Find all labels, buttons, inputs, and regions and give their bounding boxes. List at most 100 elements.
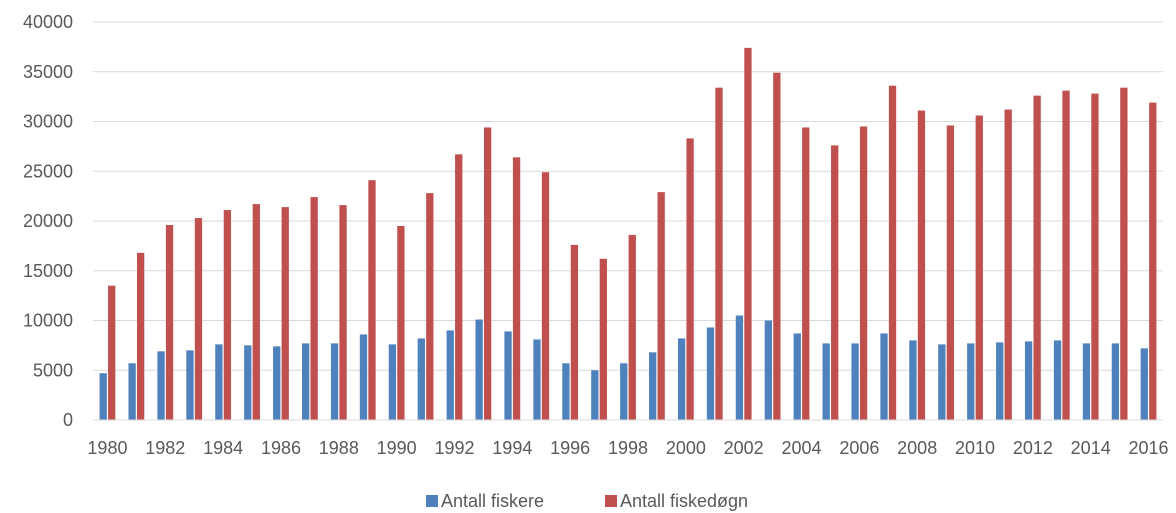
bar-antall-fiskedogn: [1004, 109, 1012, 420]
bar-antall-fiskere: [1111, 343, 1120, 420]
bar-antall-fiskere: [1053, 340, 1062, 420]
bar-antall-fiskedogn: [917, 110, 926, 421]
bar-antall-fiskedogn: [831, 145, 839, 420]
y-tick-label: 5000: [33, 360, 73, 380]
bar-antall-fiskere: [128, 363, 136, 420]
bar-antall-fiskedogn: [599, 258, 607, 420]
x-tick-label: 2000: [666, 438, 706, 458]
bar-antall-fiskedogn: [1149, 102, 1157, 420]
bar-antall-fiskere: [822, 343, 830, 420]
bar-antall-fiskere: [735, 315, 744, 420]
bar-antall-fiskedogn: [975, 115, 983, 420]
x-tick-label: 1992: [434, 438, 474, 458]
x-tick-label: 1994: [492, 438, 532, 458]
bar-antall-fiskere: [330, 343, 339, 420]
x-tick-label: 2006: [839, 438, 879, 458]
bar-antall-fiskedogn: [368, 180, 376, 420]
x-tick-label: 2008: [897, 438, 937, 458]
x-tick-label: 2010: [955, 438, 995, 458]
bar-antall-fiskere: [446, 330, 454, 420]
bar-antall-fiskere: [215, 344, 223, 420]
bar-antall-fiskere: [938, 344, 946, 420]
x-tick-label: 1980: [87, 438, 127, 458]
x-tick-label: 1984: [203, 438, 243, 458]
x-tick-label: 1982: [145, 438, 185, 458]
bar-antall-fiskere: [186, 350, 194, 420]
x-tick-label: 1986: [261, 438, 301, 458]
bar-antall-fiskedogn: [628, 234, 636, 420]
y-tick-label: 15000: [23, 261, 73, 281]
y-tick-label: 10000: [23, 311, 73, 331]
legend-label: Antall fiskedøgn: [620, 491, 748, 511]
y-axis-tick-labels: 0 5000 10000 15000 20000 25000 30000 35000 40000: [23, 12, 73, 430]
bar-antall-fiskedogn: [223, 210, 232, 420]
bar-antall-fiskedogn: [136, 252, 145, 420]
bar-antall-fiskere: [706, 327, 715, 420]
x-tick-label: 1996: [550, 438, 590, 458]
y-tick-label: 40000: [23, 12, 73, 32]
bar-antall-fiskere: [157, 351, 165, 420]
x-tick-label: 1990: [377, 438, 417, 458]
bar-antall-fiskere: [417, 338, 425, 420]
bar-antall-fiskere: [649, 352, 657, 420]
bar-antall-fiskedogn: [773, 72, 781, 421]
gridlines: [93, 21, 1163, 371]
bar-antall-fiskere: [677, 338, 686, 420]
bar-antall-fiskere: [851, 343, 859, 420]
legend: Antall fiskere Antall fiskedøgn: [426, 491, 748, 511]
x-tick-label: 2012: [1013, 438, 1053, 458]
bar-antall-fiskedogn: [1033, 95, 1041, 420]
bar-antall-fiskere: [273, 346, 281, 420]
bar-antall-fiskedogn: [194, 218, 203, 420]
bar-antall-fiskedogn: [859, 126, 868, 420]
x-tick-label: 2004: [781, 438, 821, 458]
bar-antall-fiskedogn: [1120, 87, 1128, 421]
bar-antall-fiskedogn: [108, 285, 116, 420]
bar-antall-fiskere: [996, 342, 1004, 420]
bar-antall-fiskere: [880, 333, 888, 420]
bar-antall-fiskere: [533, 339, 541, 420]
bar-antall-fiskere: [591, 370, 599, 420]
y-tick-label: 35000: [23, 62, 73, 82]
bar-antall-fiskedogn: [512, 157, 521, 420]
x-axis-tick-labels: 1980 1982 1984 1986 1988 1990 1992 1994 1996 1998…: [87, 438, 1168, 458]
legend-label: Antall fiskere: [441, 491, 544, 511]
bar-antall-fiskedogn: [252, 204, 260, 420]
x-tick-label: 1988: [319, 438, 359, 458]
bar-antall-fiskere: [764, 320, 772, 420]
bar-antall-fiskedogn: [657, 192, 665, 420]
x-tick-label: 1998: [608, 438, 648, 458]
x-tick-label: 2002: [724, 438, 764, 458]
y-tick-label: 25000: [23, 161, 73, 181]
bar-antall-fiskedogn: [686, 138, 694, 421]
bar-antall-fiskere: [1024, 341, 1033, 420]
y-tick-label: 30000: [23, 112, 73, 132]
bar-antall-fiskere: [359, 334, 368, 420]
bar-antall-fiskedogn: [426, 193, 434, 420]
bar-antall-fiskedogn: [1091, 93, 1099, 420]
bar-antall-fiskere: [1082, 343, 1091, 420]
y-tick-label: 20000: [23, 211, 73, 231]
bar-antall-fiskedogn: [310, 197, 318, 420]
bar-antall-fiskere: [909, 340, 917, 420]
bar-antall-fiskere: [1140, 348, 1148, 420]
y-tick-label: 0: [63, 410, 73, 430]
bar-antall-fiskere: [967, 343, 975, 420]
bar-antall-fiskedogn: [397, 225, 405, 420]
bar-antall-fiskere: [475, 319, 483, 420]
bar-antall-fiskedogn: [1062, 90, 1070, 420]
bar-antall-fiskere: [620, 363, 628, 420]
bar-antall-fiskedogn: [339, 205, 347, 420]
bars: [99, 47, 1157, 421]
bar-antall-fiskedogn: [888, 85, 897, 421]
bar-antall-fiskedogn: [281, 207, 289, 420]
legend-swatch: [605, 495, 617, 507]
bar-antall-fiskere: [99, 373, 107, 420]
x-tick-label: 2014: [1071, 438, 1111, 458]
bar-antall-fiskere: [504, 331, 512, 420]
bar-antall-fiskedogn: [744, 47, 752, 421]
bar-antall-fiskedogn: [455, 154, 463, 420]
bar-antall-fiskedogn: [165, 224, 174, 420]
bar-antall-fiskere: [388, 344, 397, 420]
